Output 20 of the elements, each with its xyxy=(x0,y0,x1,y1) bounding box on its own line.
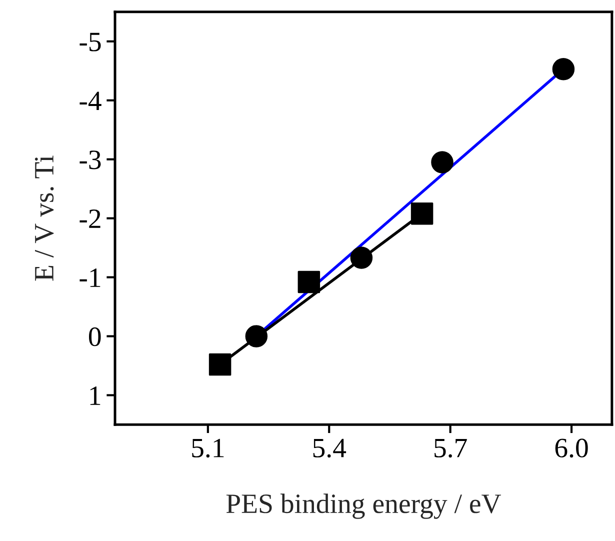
point xyxy=(431,151,454,174)
y-tick-label: 1 xyxy=(90,386,100,405)
point xyxy=(298,270,320,294)
y-tick-label: 0 xyxy=(88,327,101,346)
point xyxy=(245,325,268,348)
y-tick-label: -2 xyxy=(80,210,100,228)
y-tick-label: -1 xyxy=(80,268,100,287)
y-tick-label: -5 xyxy=(80,32,101,52)
point xyxy=(552,58,575,80)
x-axis-title: PES binding energy / eV xyxy=(226,494,502,519)
y-tick-label: -3 xyxy=(80,150,101,170)
point xyxy=(350,246,373,269)
x-tick-label: 5.1 xyxy=(192,438,224,458)
x-tick-label: 6.0 xyxy=(555,438,588,458)
x-tick-label: 5.7 xyxy=(434,438,467,458)
y-tick-label: -4 xyxy=(80,92,102,110)
y-axis-title: E / V vs. Ti xyxy=(34,156,54,281)
point xyxy=(410,202,434,225)
x-tick-label: 5.4 xyxy=(313,438,346,458)
point xyxy=(208,353,232,376)
